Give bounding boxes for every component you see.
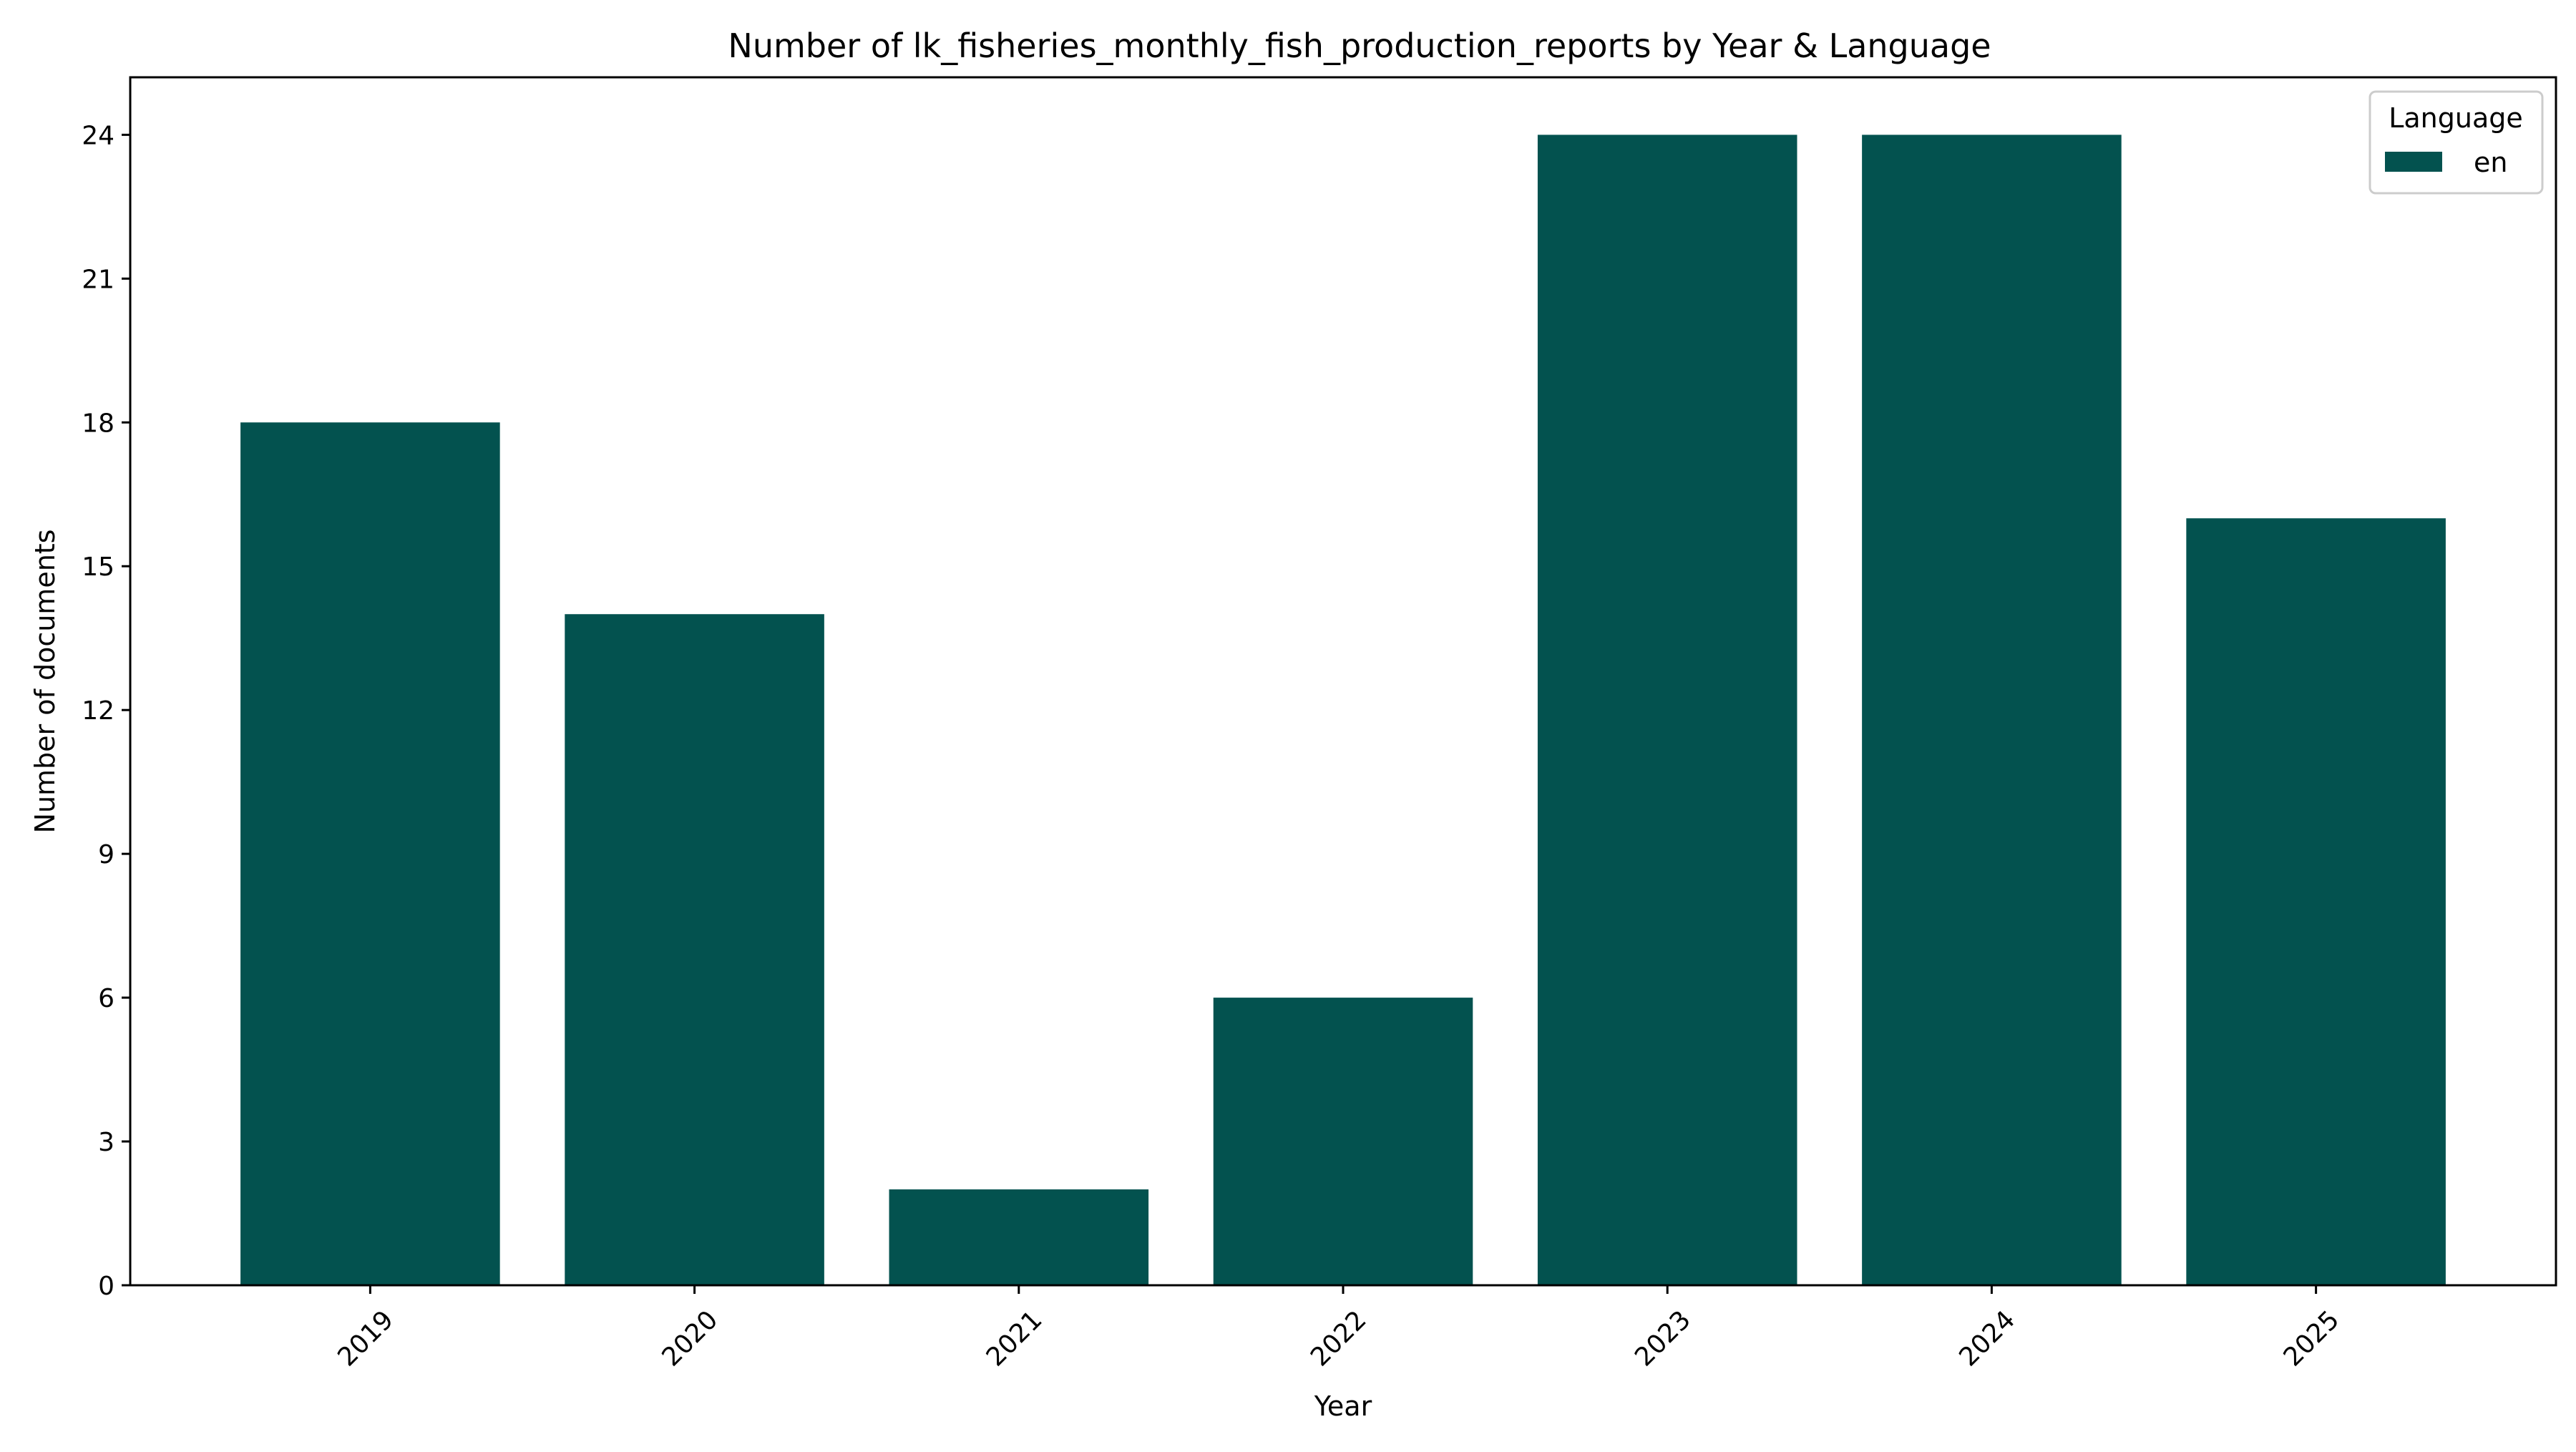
x-axis-label: Year	[1314, 1390, 1372, 1422]
legend-title: Language	[2389, 102, 2523, 134]
bar-2020	[565, 614, 824, 1285]
y-tick-label: 6	[98, 984, 114, 1013]
bar-2021	[889, 1189, 1149, 1285]
y-tick-label: 24	[82, 121, 114, 150]
bars-layer	[240, 135, 2446, 1286]
bar-2023	[1537, 135, 1797, 1285]
bar-2022	[1213, 998, 1473, 1285]
legend-swatch	[2385, 152, 2442, 172]
y-tick-label: 18	[82, 409, 114, 438]
legend-label: en	[2474, 147, 2507, 178]
y-axis: 0 3 6 9 12 15 18 21 24	[82, 121, 130, 1301]
bar-2025	[2186, 518, 2446, 1286]
legend: Language en	[2368, 90, 2544, 195]
bar-2024	[1862, 135, 2122, 1285]
chart-title: Number of lk_fisheries_monthly_fish_prod…	[728, 26, 1991, 65]
y-tick-label: 3	[98, 1128, 114, 1157]
plot-frame	[129, 76, 2557, 1287]
y-axis-label: Number of documents	[29, 530, 61, 834]
bar-2019	[240, 422, 500, 1286]
y-tick-label: 12	[82, 696, 114, 726]
y-tick-label: 9	[98, 840, 114, 869]
y-tick-label: 0	[98, 1272, 114, 1301]
y-tick-label: 15	[82, 552, 114, 582]
y-tick-label: 21	[82, 265, 114, 294]
